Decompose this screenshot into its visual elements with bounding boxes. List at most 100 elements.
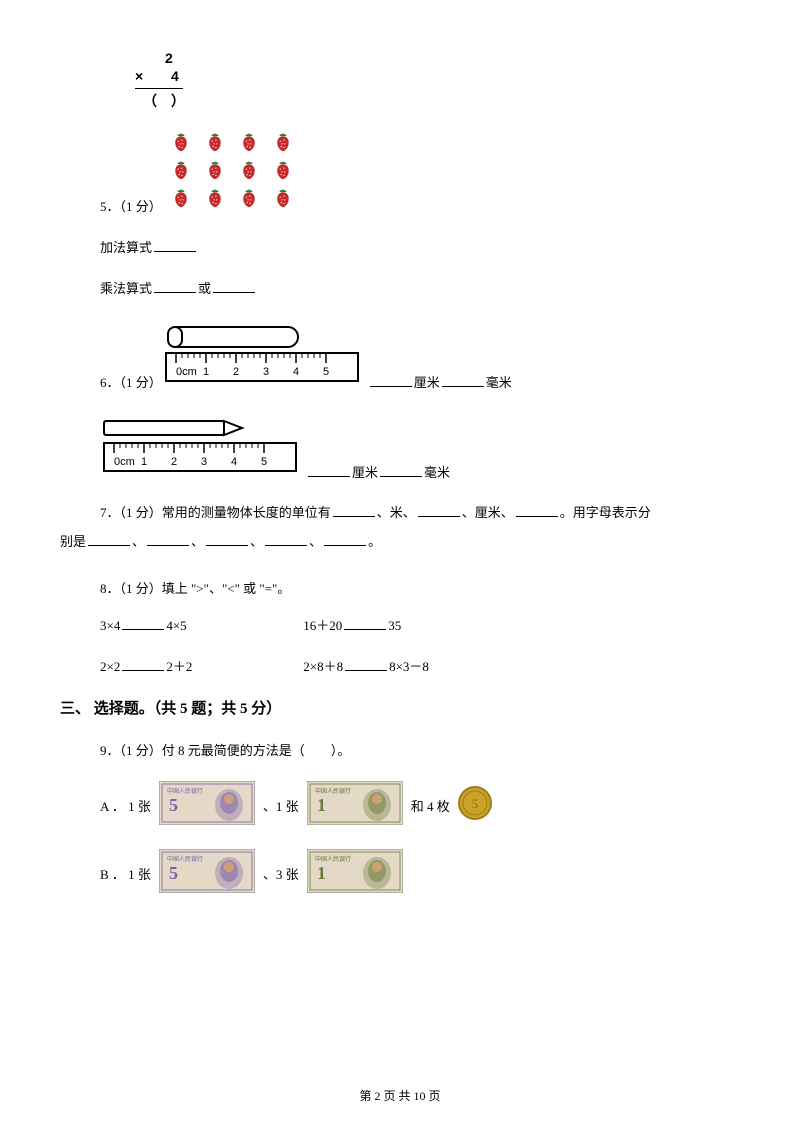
sep: 、: [309, 534, 322, 549]
vertical-multiplication: 2 × 4 （ ）: [135, 50, 740, 109]
svg-text:1: 1: [317, 863, 326, 883]
q8-r2b-l: 2×8＋8: [303, 659, 343, 674]
strawberry-icon: [272, 159, 294, 185]
svg-text:2: 2: [233, 366, 239, 378]
strawberry-icon: [170, 159, 192, 185]
blank: [308, 463, 350, 477]
svg-text:3: 3: [201, 456, 207, 468]
q6-block-2: 0cm12345 厘米毫米: [100, 409, 740, 481]
blank: [265, 532, 307, 546]
blank: [370, 373, 412, 387]
svg-text:5: 5: [169, 863, 178, 883]
svg-text:中国人民银行: 中国人民银行: [315, 787, 351, 795]
q7-c: 、厘米、: [462, 505, 514, 520]
unit-mm: 毫米: [424, 465, 450, 480]
mult-result: （ ）: [135, 91, 740, 109]
q5-mult-prefix: 乘法算式: [100, 281, 152, 296]
blank: [345, 657, 387, 671]
q5-row: 5．（1 分）: [100, 131, 740, 215]
q7-text: 7．（1 分）常用的测量物体长度的单位有、米、、厘米、。用字母表示分 别是、、、…: [100, 499, 740, 556]
strawberry-grid: [170, 131, 294, 215]
q5-addition-line: 加法算式: [100, 237, 740, 256]
blank: [206, 532, 248, 546]
blank: [122, 657, 164, 671]
svg-text:0cm: 0cm: [176, 366, 197, 378]
q7-b: 、米、: [377, 505, 416, 520]
q5-mult-mid: 或: [198, 281, 211, 296]
q8-r1a-l: 3×4: [100, 618, 120, 633]
q9-option-a: A ． 1 张 中国人民银行 5 、1 张 中国人民银行 1 和 4 枚 5: [100, 781, 740, 829]
ruler-with-clip: 0cm12345: [162, 319, 362, 391]
sep: 、: [250, 534, 263, 549]
svg-text:中国人民银行: 中国人民银行: [167, 787, 203, 795]
unit-cm: 厘米: [352, 465, 378, 480]
q8-block: 8．（1 分）填上 ">"、"<" 或 "="。 3×44×5 16＋2035 …: [100, 578, 740, 675]
sep: 、: [191, 534, 204, 549]
coin-icon: 5: [458, 786, 492, 824]
q7-d: 。用字母表示分: [560, 505, 651, 520]
q7-e: 别是: [60, 534, 86, 549]
svg-text:1: 1: [141, 456, 147, 468]
q9-option-b: B ． 1 张 中国人民银行 5 、3 张 中国人民银行 1: [100, 849, 740, 897]
banknote-5-icon: 中国人民银行 5: [159, 781, 255, 829]
blank: [333, 503, 375, 517]
strawberry-icon: [238, 131, 260, 157]
end: 。: [368, 534, 381, 549]
blank: [88, 532, 130, 546]
blank: [516, 503, 558, 517]
strawberry-icon: [272, 187, 294, 213]
q6-label: 6．（1 分）: [100, 372, 162, 391]
mult-top: 2: [135, 50, 740, 68]
strawberry-icon: [238, 187, 260, 213]
svg-text:5: 5: [169, 795, 178, 815]
q8-r2b-r: 8×3－8: [389, 659, 429, 674]
svg-text:5: 5: [261, 456, 267, 468]
banknote-1-icon: 中国人民银行 1: [307, 781, 403, 829]
svg-text:3: 3: [263, 366, 269, 378]
blank: [122, 616, 164, 630]
mult-line: [135, 88, 183, 89]
svg-text:4: 4: [293, 366, 299, 378]
unit-cm: 厘米: [414, 375, 440, 390]
q8-head: 8．（1 分）填上 ">"、"<" 或 "="。: [100, 578, 740, 597]
q8-r2a-l: 2×2: [100, 659, 120, 674]
q8-r2a-r: 2＋2: [166, 659, 192, 674]
strawberry-icon: [170, 131, 192, 157]
optB-mid1: 、3 张: [263, 864, 299, 883]
blank: [324, 532, 366, 546]
strawberry-icon: [238, 159, 260, 185]
svg-text:5: 5: [471, 796, 478, 811]
optB-pre: B ． 1 张: [100, 864, 151, 883]
blank: [380, 463, 422, 477]
banknote-1-icon: 中国人民银行 1: [307, 849, 403, 897]
blank: [154, 279, 196, 293]
svg-text:中国人民银行: 中国人民银行: [167, 855, 203, 863]
blank: [154, 238, 196, 252]
q8-r1b-l: 16＋20: [303, 618, 342, 633]
mult-right: 4: [171, 68, 179, 84]
ruler-with-pencil: 0cm12345: [100, 409, 300, 481]
blank: [213, 279, 255, 293]
strawberry-icon: [272, 131, 294, 157]
svg-text:0cm: 0cm: [114, 456, 135, 468]
svg-text:中国人民银行: 中国人民银行: [315, 855, 351, 863]
unit-mm: 毫米: [486, 375, 512, 390]
q8-r1a-r: 4×5: [166, 618, 186, 633]
q5-label: 5．（1 分）: [100, 196, 162, 215]
q5-add-prefix: 加法算式: [100, 240, 152, 255]
mult-op: ×: [135, 68, 143, 84]
page-footer: 第 2 页 共 10 页: [0, 1087, 800, 1104]
blank: [344, 616, 386, 630]
svg-text:2: 2: [171, 456, 177, 468]
q6-block: 6．（1 分） 0cm12345 厘米毫米: [100, 319, 740, 391]
strawberry-icon: [170, 187, 192, 213]
q7-a: 7．（1 分）常用的测量物体长度的单位有: [100, 505, 331, 520]
blank: [418, 503, 460, 517]
strawberry-icon: [204, 159, 226, 185]
optA-mid2: 和 4 枚: [411, 796, 450, 815]
svg-text:1: 1: [317, 795, 326, 815]
blank: [147, 532, 189, 546]
sep: 、: [132, 534, 145, 549]
svg-text:5: 5: [323, 366, 329, 378]
blank: [442, 373, 484, 387]
